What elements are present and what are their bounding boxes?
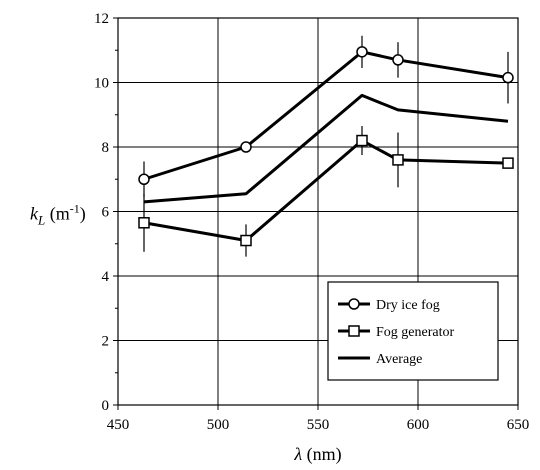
series-line — [143, 93, 509, 204]
legend: Dry ice fog Fog generator Average — [327, 281, 499, 381]
x-tick-label: 650 — [507, 417, 530, 433]
series-line — [143, 139, 509, 243]
legend-marker — [348, 325, 360, 337]
data-point — [502, 71, 514, 84]
legend-label: Average — [376, 352, 422, 367]
series-layer — [138, 35, 514, 257]
grid — [118, 18, 518, 405]
x-axis-title: λ (nm) — [293, 444, 341, 465]
y-tick-label: 0 — [102, 398, 110, 414]
y-tick-label: 4 — [102, 269, 110, 285]
data-point — [502, 157, 514, 169]
y-tick-label: 10 — [94, 76, 109, 92]
axis-titles: λ (nm) kL (m-1) — [30, 202, 342, 466]
y-tick-label: 8 — [102, 140, 110, 156]
data-point — [240, 141, 252, 153]
data-point — [392, 54, 404, 66]
data-point — [356, 134, 368, 147]
data-point — [138, 173, 150, 185]
axes: 450 500 550 600 650 0 2 4 6 8 10 12 — [94, 11, 529, 433]
x-tick-label: 550 — [307, 417, 330, 433]
legend-label: Dry ice fog — [376, 298, 440, 313]
data-point — [240, 234, 252, 247]
y-tick-label: 12 — [94, 11, 109, 27]
data-point — [356, 46, 368, 58]
y-tick-label: 6 — [102, 205, 110, 221]
x-tick-label: 600 — [407, 417, 430, 433]
data-point — [392, 154, 404, 166]
legend-label: Fog generator — [376, 325, 454, 340]
y-tick-label: 2 — [102, 334, 110, 350]
x-tick-label: 450 — [107, 417, 130, 433]
x-tick-label: 500 — [207, 417, 230, 433]
legend-marker — [348, 298, 360, 310]
y-axis-title: kL (m-1) — [30, 202, 86, 228]
data-point — [138, 217, 150, 229]
